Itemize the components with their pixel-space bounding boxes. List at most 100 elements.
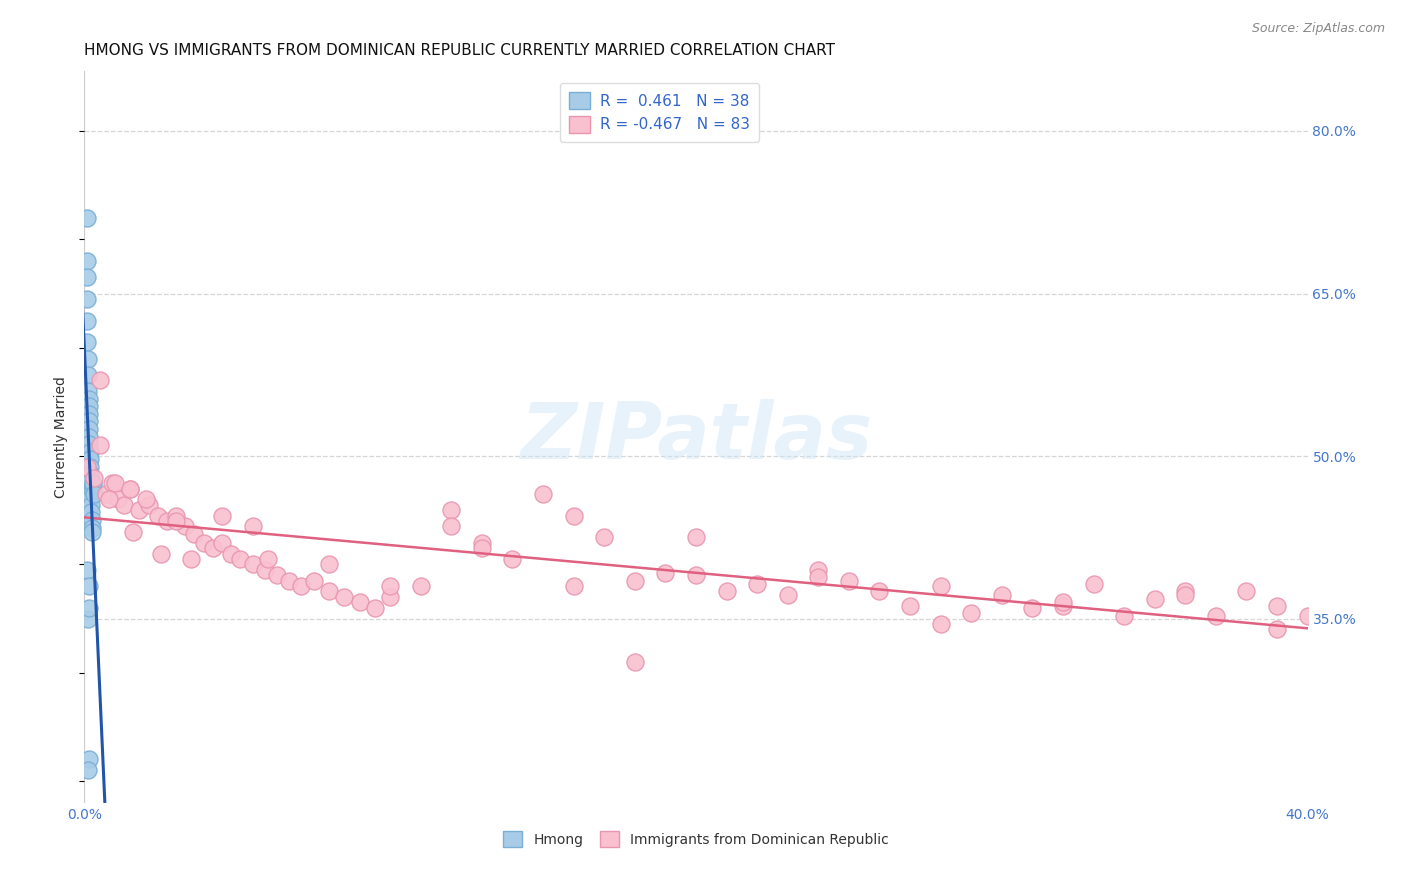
Point — [80, 513, 103, 527]
Point — [77, 399, 100, 413]
Point — [302, 574, 325, 588]
Point — [685, 530, 707, 544]
Point — [562, 579, 585, 593]
Point — [229, 552, 252, 566]
Point — [380, 590, 402, 604]
Point — [146, 508, 169, 523]
Point — [128, 503, 150, 517]
Point — [82, 482, 104, 496]
Point — [318, 584, 340, 599]
Point — [211, 508, 233, 523]
Point — [77, 437, 100, 451]
Point — [531, 487, 554, 501]
Point — [77, 351, 100, 366]
Point — [174, 519, 197, 533]
Point — [165, 508, 187, 523]
Point — [122, 524, 145, 539]
Point — [77, 422, 100, 436]
Point — [79, 444, 101, 458]
Point — [290, 579, 312, 593]
Point — [1143, 592, 1166, 607]
Point — [156, 514, 179, 528]
Point — [364, 600, 387, 615]
Point — [898, 599, 921, 613]
Point — [82, 524, 104, 539]
Point — [77, 414, 100, 428]
Point — [716, 584, 738, 599]
Point — [440, 519, 463, 533]
Point — [333, 590, 356, 604]
Point — [77, 429, 100, 443]
Point — [242, 558, 264, 572]
Point — [380, 579, 402, 593]
Legend: Hmong, Immigrants from Dominican Republic: Hmong, Immigrants from Dominican Republi… — [496, 824, 896, 855]
Point — [149, 547, 172, 561]
Point — [76, 292, 98, 306]
Point — [76, 563, 98, 577]
Point — [80, 505, 103, 519]
Point — [1114, 609, 1136, 624]
Point — [776, 588, 799, 602]
Point — [165, 514, 187, 528]
Point — [76, 335, 98, 350]
Point — [79, 459, 101, 474]
Point — [1296, 609, 1319, 624]
Point — [77, 611, 100, 625]
Point — [1265, 623, 1288, 637]
Point — [929, 579, 952, 593]
Point — [94, 487, 117, 501]
Point — [1021, 600, 1043, 615]
Point — [76, 313, 98, 327]
Point — [112, 498, 135, 512]
Point — [869, 584, 891, 599]
Point — [278, 574, 301, 588]
Point — [104, 476, 127, 491]
Point — [242, 519, 264, 533]
Point — [471, 535, 494, 549]
Point — [80, 520, 103, 534]
Point — [79, 452, 101, 467]
Point — [77, 368, 100, 382]
Point — [960, 606, 983, 620]
Text: Source: ZipAtlas.com: Source: ZipAtlas.com — [1251, 22, 1385, 36]
Point — [82, 479, 104, 493]
Point — [83, 487, 105, 501]
Point — [80, 498, 103, 512]
Point — [685, 568, 707, 582]
Text: ZIPatlas: ZIPatlas — [520, 399, 872, 475]
Point — [89, 438, 111, 452]
Point — [747, 577, 769, 591]
Point — [77, 752, 100, 766]
Point — [201, 541, 224, 556]
Point — [929, 617, 952, 632]
Point — [991, 588, 1014, 602]
Point — [76, 254, 98, 268]
Point — [1236, 584, 1258, 599]
Point — [1174, 588, 1197, 602]
Point — [82, 476, 104, 491]
Point — [79, 475, 101, 489]
Point — [193, 535, 215, 549]
Point — [1174, 584, 1197, 599]
Point — [1205, 609, 1227, 624]
Point — [440, 503, 463, 517]
Point — [77, 384, 100, 398]
Point — [409, 579, 432, 593]
Point — [120, 482, 142, 496]
Point — [266, 568, 288, 582]
Text: HMONG VS IMMIGRANTS FROM DOMINICAN REPUBLIC CURRENTLY MARRIED CORRELATION CHART: HMONG VS IMMIGRANTS FROM DOMINICAN REPUB… — [84, 43, 835, 58]
Point — [120, 482, 142, 496]
Point — [76, 459, 98, 474]
Point — [471, 541, 494, 556]
Point — [135, 492, 157, 507]
Point — [97, 492, 120, 507]
Point — [1083, 577, 1105, 591]
Point — [77, 579, 100, 593]
Point — [318, 558, 340, 572]
Point — [562, 508, 585, 523]
Point — [253, 563, 276, 577]
Point — [502, 552, 524, 566]
Point — [807, 563, 830, 577]
Point — [77, 392, 100, 406]
Point — [183, 527, 205, 541]
